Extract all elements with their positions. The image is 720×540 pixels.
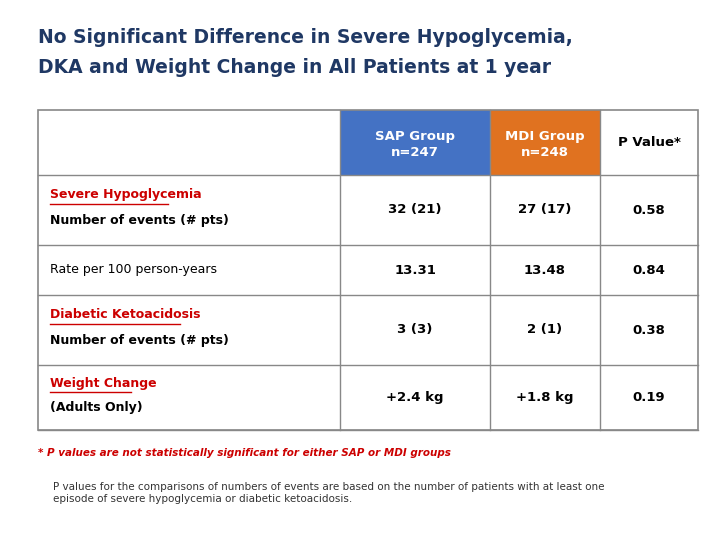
- Text: 13.48: 13.48: [524, 264, 566, 276]
- Text: n=248: n=248: [521, 146, 569, 159]
- Text: 3 (3): 3 (3): [397, 323, 433, 336]
- Bar: [490, 110, 600, 175]
- Text: (Adults Only): (Adults Only): [50, 401, 143, 414]
- Bar: [38, 110, 698, 430]
- Text: 0.58: 0.58: [633, 204, 665, 217]
- Text: 0.84: 0.84: [633, 264, 665, 276]
- Text: Rate per 100 person-years: Rate per 100 person-years: [50, 264, 217, 276]
- Text: * P values are not statistically significant for either SAP or MDI groups: * P values are not statistically signifi…: [38, 448, 451, 458]
- Text: Weight Change: Weight Change: [50, 377, 157, 390]
- Text: 13.31: 13.31: [394, 264, 436, 276]
- Text: Severe Hypoglycemia: Severe Hypoglycemia: [50, 188, 202, 201]
- Text: 32 (21): 32 (21): [388, 204, 442, 217]
- Text: 27 (17): 27 (17): [518, 204, 572, 217]
- Text: Diabetic Ketoacidosis: Diabetic Ketoacidosis: [50, 308, 200, 321]
- Text: 0.38: 0.38: [633, 323, 665, 336]
- Text: +1.8 kg: +1.8 kg: [516, 391, 574, 404]
- Text: n=247: n=247: [391, 146, 439, 159]
- Text: P Value*: P Value*: [618, 136, 680, 149]
- Text: 2 (1): 2 (1): [528, 323, 562, 336]
- Text: MDI Group: MDI Group: [505, 130, 585, 143]
- Text: Number of events (# pts): Number of events (# pts): [50, 334, 229, 347]
- Text: DKA and Weight Change in All Patients at 1 year: DKA and Weight Change in All Patients at…: [38, 58, 551, 77]
- Text: +2.4 kg: +2.4 kg: [386, 391, 444, 404]
- Bar: [340, 110, 490, 175]
- Text: No Significant Difference in Severe Hypoglycemia,: No Significant Difference in Severe Hypo…: [38, 28, 572, 47]
- Text: SAP Group: SAP Group: [375, 130, 455, 143]
- Text: P values for the comparisons of numbers of events are based on the number of pat: P values for the comparisons of numbers …: [53, 482, 605, 504]
- Text: Number of events (# pts): Number of events (# pts): [50, 214, 229, 227]
- Text: 0.19: 0.19: [633, 391, 665, 404]
